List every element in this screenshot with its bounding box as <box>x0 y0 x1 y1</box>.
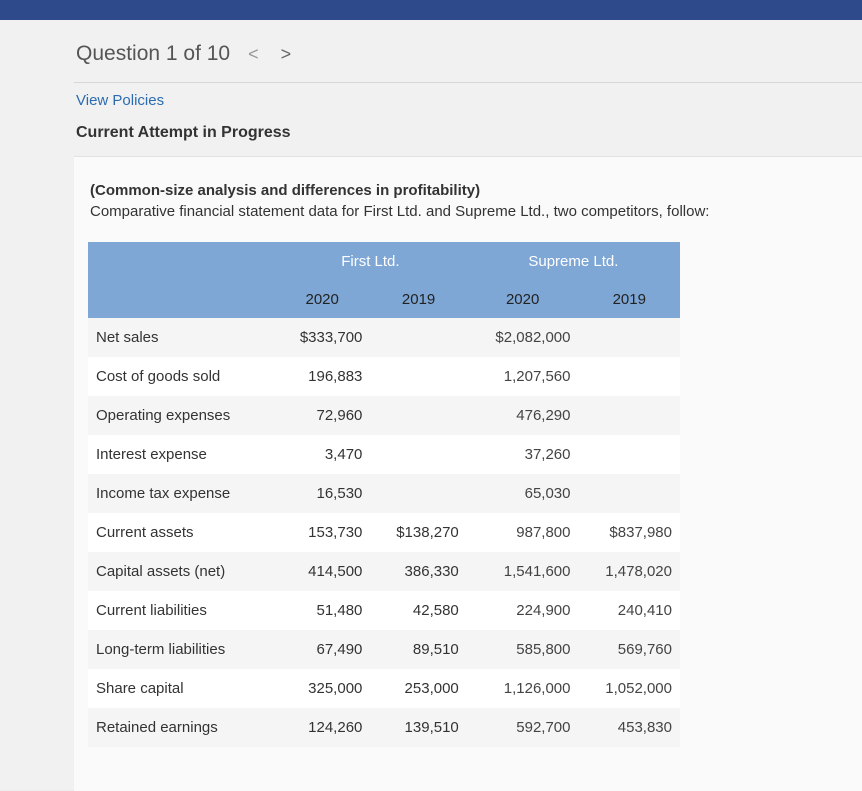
table-row: Interest expense 3,470 37,260 <box>88 435 680 474</box>
value-cell: 1,126,000 <box>466 669 579 708</box>
table-row: Current liabilities 51,480 42,580 224,900 24… <box>88 591 680 630</box>
next-question-button[interactable]: > <box>277 44 296 65</box>
value-cell: 37,260 <box>466 435 579 474</box>
value-cell: $138,270 <box>370 513 467 552</box>
company-header-first: First Ltd. <box>274 242 467 280</box>
value-cell <box>370 474 467 513</box>
value-cell: 72,960 <box>274 396 371 435</box>
top-bar <box>0 0 862 20</box>
value-cell: 3,470 <box>274 435 371 474</box>
value-cell: 153,730 <box>274 513 371 552</box>
value-cell <box>370 396 467 435</box>
row-label: Share capital <box>88 669 274 708</box>
financial-data-table: First Ltd. Supreme Ltd. 2020 2019 2020 2… <box>88 242 680 747</box>
value-cell: 65,030 <box>466 474 579 513</box>
row-label: Current assets <box>88 513 274 552</box>
value-cell: 1,478,020 <box>578 552 680 591</box>
row-label: Current liabilities <box>88 591 274 630</box>
value-cell <box>578 318 680 357</box>
row-label: Net sales <box>88 318 274 357</box>
table-row: Operating expenses 72,960 476,290 <box>88 396 680 435</box>
year-header: 2019 <box>578 280 680 318</box>
value-cell <box>578 435 680 474</box>
value-cell: 240,410 <box>578 591 680 630</box>
row-label: Capital assets (net) <box>88 552 274 591</box>
value-cell: 585,800 <box>466 630 579 669</box>
value-cell: 1,052,000 <box>578 669 680 708</box>
row-label: Interest expense <box>88 435 274 474</box>
value-cell: 325,000 <box>274 669 371 708</box>
value-cell: 1,541,600 <box>466 552 579 591</box>
table-row: Current assets 153,730 $138,270 987,800 $837… <box>88 513 680 552</box>
value-cell: $2,082,000 <box>466 318 579 357</box>
row-label: Operating expenses <box>88 396 274 435</box>
table-row: Cost of goods sold 196,883 1,207,560 <box>88 357 680 396</box>
value-cell: 987,800 <box>466 513 579 552</box>
header-blank <box>88 280 274 318</box>
table-row: Long-term liabilities 67,490 89,510 585,800… <box>88 630 680 669</box>
value-cell: $333,700 <box>274 318 371 357</box>
view-policies-link[interactable]: View Policies <box>76 92 165 109</box>
header-blank <box>88 242 274 280</box>
value-cell: 196,883 <box>274 357 371 396</box>
value-cell: 1,207,560 <box>466 357 579 396</box>
value-cell: 224,900 <box>466 591 579 630</box>
value-cell <box>370 318 467 357</box>
row-label: Retained earnings <box>88 708 274 747</box>
value-cell: 253,000 <box>370 669 467 708</box>
year-header: 2019 <box>370 280 467 318</box>
problem-title: (Common-size analysis and differences in… <box>90 182 481 199</box>
value-cell: 67,490 <box>274 630 371 669</box>
value-cell: $837,980 <box>578 513 680 552</box>
value-cell: 16,530 <box>274 474 371 513</box>
value-cell: 386,330 <box>370 552 467 591</box>
year-header: 2020 <box>274 280 371 318</box>
table-row: Retained earnings 124,260 139,510 592,700 45… <box>88 708 680 747</box>
company-header-supreme: Supreme Ltd. <box>466 242 680 280</box>
table-body: Net sales $333,700 $2,082,000 Cost of goods… <box>88 318 680 747</box>
value-cell <box>578 396 680 435</box>
year-header: 2020 <box>466 280 579 318</box>
row-label: Long-term liabilities <box>88 630 274 669</box>
previous-question-button[interactable]: < <box>244 44 263 65</box>
table-row: Net sales $333,700 $2,082,000 <box>88 318 680 357</box>
value-cell: 51,480 <box>274 591 371 630</box>
value-cell: 42,580 <box>370 591 467 630</box>
table-row: Share capital 325,000 253,000 1,126,000 1,05… <box>88 669 680 708</box>
value-cell <box>578 474 680 513</box>
value-cell: 124,260 <box>274 708 371 747</box>
table-row: Income tax expense 16,530 65,030 <box>88 474 680 513</box>
problem-text: Comparative financial statement data for… <box>90 203 710 220</box>
question-nav: Question 1 of 10 < > <box>76 42 295 66</box>
value-cell: 453,830 <box>578 708 680 747</box>
row-label: Cost of goods sold <box>88 357 274 396</box>
value-cell: 592,700 <box>466 708 579 747</box>
value-cell: 89,510 <box>370 630 467 669</box>
value-cell <box>370 357 467 396</box>
table-row: Capital assets (net) 414,500 386,330 1,541,… <box>88 552 680 591</box>
header-divider <box>74 82 862 83</box>
value-cell <box>370 435 467 474</box>
value-cell: 476,290 <box>466 396 579 435</box>
value-cell: 569,760 <box>578 630 680 669</box>
value-cell: 139,510 <box>370 708 467 747</box>
question-title: Question 1 of 10 <box>76 42 231 65</box>
value-cell: 414,500 <box>274 552 371 591</box>
value-cell <box>578 357 680 396</box>
page: Question 1 of 10 < > View Policies Curre… <box>0 20 862 791</box>
row-label: Income tax expense <box>88 474 274 513</box>
attempt-status: Current Attempt in Progress <box>76 124 291 141</box>
